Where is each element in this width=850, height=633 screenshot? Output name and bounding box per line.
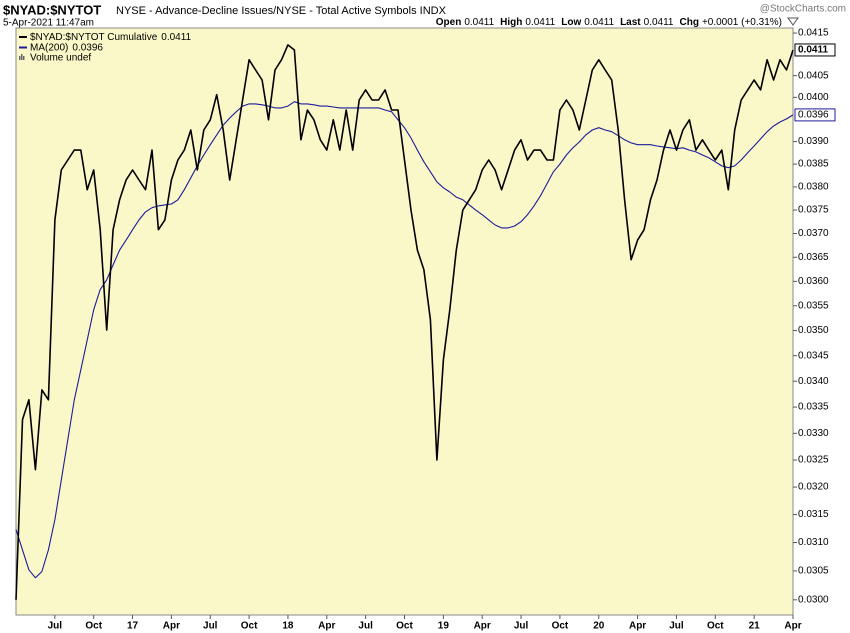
chart-subtitle: NYSE - Advance-Decline Issues/NYSE - Tot…	[116, 5, 447, 17]
x-tick-label: 19	[438, 621, 450, 632]
legend-value: 0.0411	[161, 32, 191, 43]
x-tick-label: 21	[749, 621, 761, 632]
x-tick-label: Apr	[784, 621, 801, 632]
y-tick-label: 0.0380	[798, 182, 829, 193]
quote-label: Chg	[679, 17, 698, 28]
y-tick-label: 0.0365	[798, 252, 829, 263]
y-tick-label: 0.0345	[798, 350, 829, 361]
x-tick-label: Oct	[552, 621, 569, 632]
last-value-label: 0.0411	[798, 45, 828, 56]
x-tick-label: Jul	[203, 621, 218, 632]
quote-label: Last	[620, 17, 641, 28]
x-tick-label: 17	[127, 621, 139, 632]
last-value-label: 0.0396	[798, 110, 829, 121]
quote-line: Open 0.0411 High 0.0411 Low 0.0411 Last 0.0411 C…	[436, 17, 782, 28]
watermark: @StockCharts.com	[760, 4, 846, 15]
menu-icon[interactable]	[787, 17, 799, 26]
x-tick-label: Jul	[48, 621, 63, 632]
timestamp: 5-Apr-2021 11:47am	[3, 18, 94, 29]
y-tick-label: 0.0375	[798, 205, 829, 216]
last-value-box	[794, 108, 836, 122]
x-tick-label: Apr	[474, 621, 491, 632]
y-tick-label: 0.0350	[798, 325, 829, 336]
chart-title: $NYAD:$NYTOT	[3, 2, 101, 17]
y-tick-label: 0.0415	[798, 28, 829, 39]
quote-label: Open	[436, 17, 462, 28]
plot-area	[15, 27, 794, 616]
y-tick-label: 0.0340	[798, 376, 829, 387]
legend-volume-icon	[19, 56, 21, 60]
quote-value: 0.0411	[525, 17, 555, 28]
quote-value: +0.0001 (+0.31%)	[702, 17, 782, 28]
y-tick-label: 0.0330	[798, 428, 829, 439]
y-tick-label: 0.0305	[798, 566, 829, 577]
quote-label: Low	[561, 17, 581, 28]
x-tick-label: Oct	[241, 621, 258, 632]
quote-value: 0.0411	[644, 17, 674, 28]
quote-label: High	[500, 17, 522, 28]
series-line	[15, 101, 794, 579]
legend-volume-icon	[21, 54, 23, 60]
x-tick-label: 18	[282, 621, 294, 632]
y-tick-label: 0.0390	[798, 136, 829, 147]
y-tick-label: 0.0400	[798, 92, 829, 103]
legend-volume-icon	[23, 56, 25, 60]
x-tick-label: Apr	[163, 621, 180, 632]
x-tick-label: Apr	[629, 621, 646, 632]
legend-entry: MA(200) 0.0396	[30, 42, 103, 53]
x-tick-label: Oct	[85, 621, 102, 632]
y-tick-label: 0.0300	[798, 594, 829, 605]
quote-value: 0.0411	[464, 17, 494, 28]
x-tick-label: Jul	[669, 621, 684, 632]
legend-name: MA(200)	[30, 42, 68, 53]
x-tick-label: Jul	[358, 621, 373, 632]
y-tick-label: 0.0370	[798, 228, 829, 239]
y-tick-label: 0.0310	[798, 537, 829, 548]
y-tick-label: 0.0385	[798, 159, 829, 170]
y-tick-label: 0.0315	[798, 509, 829, 520]
y-tick-label: 0.0405	[798, 70, 829, 81]
y-tick-label: 0.0355	[798, 300, 829, 311]
x-tick-label: Jul	[514, 621, 529, 632]
x-tick-label: 20	[593, 621, 605, 632]
last-value-box	[794, 43, 836, 57]
legend-name: $NYAD:$NYTOT Cumulative	[30, 32, 158, 43]
x-tick-label: Oct	[707, 621, 724, 632]
legend-value: 0.0396	[72, 42, 103, 53]
quote-value: 0.0411	[584, 17, 614, 28]
y-tick-label: 0.0360	[798, 276, 829, 287]
legend-entry: $NYAD:$NYTOT Cumulative 0.0411	[30, 32, 192, 43]
y-tick-label: 0.0335	[798, 402, 829, 413]
y-tick-label: 0.0320	[798, 482, 829, 493]
series-line	[15, 44, 794, 600]
legend-entry: Volume undef	[30, 53, 91, 64]
x-tick-label: Apr	[318, 621, 335, 632]
x-tick-label: Oct	[396, 621, 413, 632]
y-tick-label: 0.0325	[798, 455, 829, 466]
